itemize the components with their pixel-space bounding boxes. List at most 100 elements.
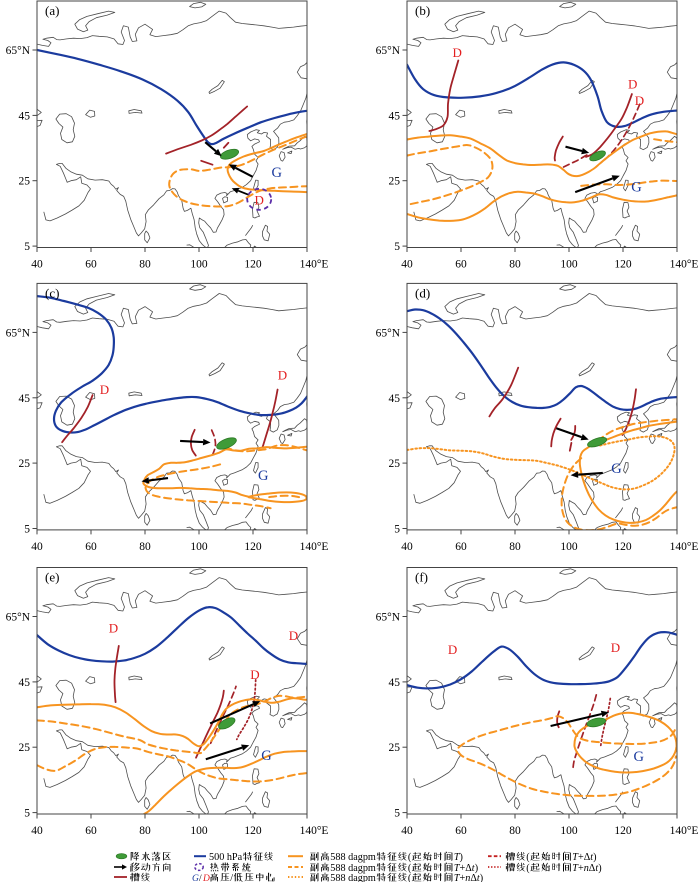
svg-text:60: 60 [455,541,467,553]
svg-text:T: T [454,863,461,874]
svg-text:25: 25 [389,176,401,188]
svg-text:T: T [572,852,579,863]
svg-text:80: 80 [139,541,151,553]
svg-text:G: G [611,461,622,477]
svg-text:140°E: 140°E [670,259,699,271]
svg-text:120: 120 [244,541,262,553]
svg-text:T: T [572,863,579,874]
svg-text:D: D [611,640,620,655]
svg-text:65°N: 65°N [376,612,401,624]
svg-text:80: 80 [509,541,521,553]
svg-text:D: D [289,628,298,643]
svg-text:100: 100 [560,541,578,553]
svg-text:120: 120 [614,825,632,837]
svg-text:60: 60 [85,259,97,271]
svg-text:5: 5 [24,241,30,253]
svg-text:45: 45 [389,393,401,405]
svg-text:(d): (d) [415,285,430,300]
svg-text:D: D [635,93,644,108]
svg-text:(: ( [526,852,530,863]
svg-text:65°N: 65°N [376,327,401,339]
svg-text:80: 80 [139,259,151,271]
svg-text:t: t [472,863,476,874]
svg-text:45: 45 [19,110,31,122]
svg-text:(f): (f) [415,570,428,585]
svg-text:G: G [272,165,283,181]
svg-text:5: 5 [24,808,30,820]
svg-text:25: 25 [19,742,31,754]
svg-text:100: 100 [190,541,208,553]
svg-text:(: ( [526,863,530,874]
svg-text:Δ: Δ [589,863,596,874]
svg-text:): ) [593,852,596,863]
svg-text:40: 40 [31,825,43,837]
svg-text:65°N: 65°N [376,45,401,57]
svg-text:65°N: 65°N [6,612,31,624]
svg-text:80: 80 [509,259,521,271]
svg-text:+: + [460,873,466,882]
svg-text:/: / [230,873,233,882]
svg-text:140°E: 140°E [300,825,329,837]
svg-text:120: 120 [244,825,262,837]
svg-text:40: 40 [401,825,413,837]
svg-text:n: n [584,863,589,874]
svg-text:5: 5 [394,524,400,536]
svg-text:45: 45 [389,677,401,689]
svg-text:D: D [109,621,118,636]
svg-text:G: G [258,468,269,484]
svg-text:500 hPa: 500 hPa [209,852,243,863]
svg-text:40: 40 [31,541,43,553]
svg-text:40: 40 [401,541,413,553]
svg-text:65°N: 65°N [6,45,31,57]
svg-text:45: 45 [389,110,401,122]
svg-text:100: 100 [190,259,208,271]
svg-text:): ) [475,863,478,874]
svg-text:45: 45 [19,677,31,689]
svg-text:588 dagpm: 588 dagpm [330,852,376,863]
svg-text:588 dagpm: 588 dagpm [330,863,376,874]
svg-text:25: 25 [19,458,31,470]
svg-text:588 dagpm: 588 dagpm [330,873,376,882]
svg-text:D: D [100,382,109,397]
svg-text:60: 60 [85,541,97,553]
svg-text:n: n [465,873,470,882]
svg-text:D: D [250,667,259,682]
svg-text:+Δ: +Δ [460,863,473,874]
svg-text:140°E: 140°E [300,541,329,553]
svg-text:(: ( [408,852,412,863]
svg-text:(e): (e) [45,570,59,585]
svg-text:45: 45 [19,393,31,405]
svg-text:5: 5 [394,241,400,253]
svg-text:120: 120 [614,259,632,271]
svg-text:80: 80 [139,825,151,837]
svg-text:(a): (a) [45,3,59,18]
svg-text:140°E: 140°E [670,541,699,553]
svg-text:D: D [628,77,637,92]
svg-text:25: 25 [19,176,31,188]
svg-text:+Δ: +Δ [578,852,591,863]
svg-text:100: 100 [190,825,208,837]
svg-text:D: D [255,193,264,208]
svg-text:t: t [477,873,481,882]
svg-text:40: 40 [31,259,43,271]
svg-text:(: ( [408,863,412,874]
svg-text:(: ( [408,873,412,882]
svg-text:40: 40 [401,259,413,271]
svg-text:140°E: 140°E [670,825,699,837]
svg-text:Δ: Δ [470,873,477,882]
svg-text:D: D [278,368,287,383]
svg-text:G: G [261,748,272,764]
svg-text:): ) [480,873,483,882]
svg-text:25: 25 [389,742,401,754]
svg-text:120: 120 [244,259,262,271]
svg-text:t: t [590,852,594,863]
svg-text:25: 25 [389,458,401,470]
svg-text:/: / [199,874,202,882]
svg-text:60: 60 [85,825,97,837]
svg-text:(c): (c) [45,285,59,300]
svg-text:D: D [453,45,462,60]
svg-text:G: G [192,874,199,882]
svg-text:120: 120 [614,541,632,553]
svg-text:T: T [454,852,461,863]
svg-text:60: 60 [455,825,467,837]
